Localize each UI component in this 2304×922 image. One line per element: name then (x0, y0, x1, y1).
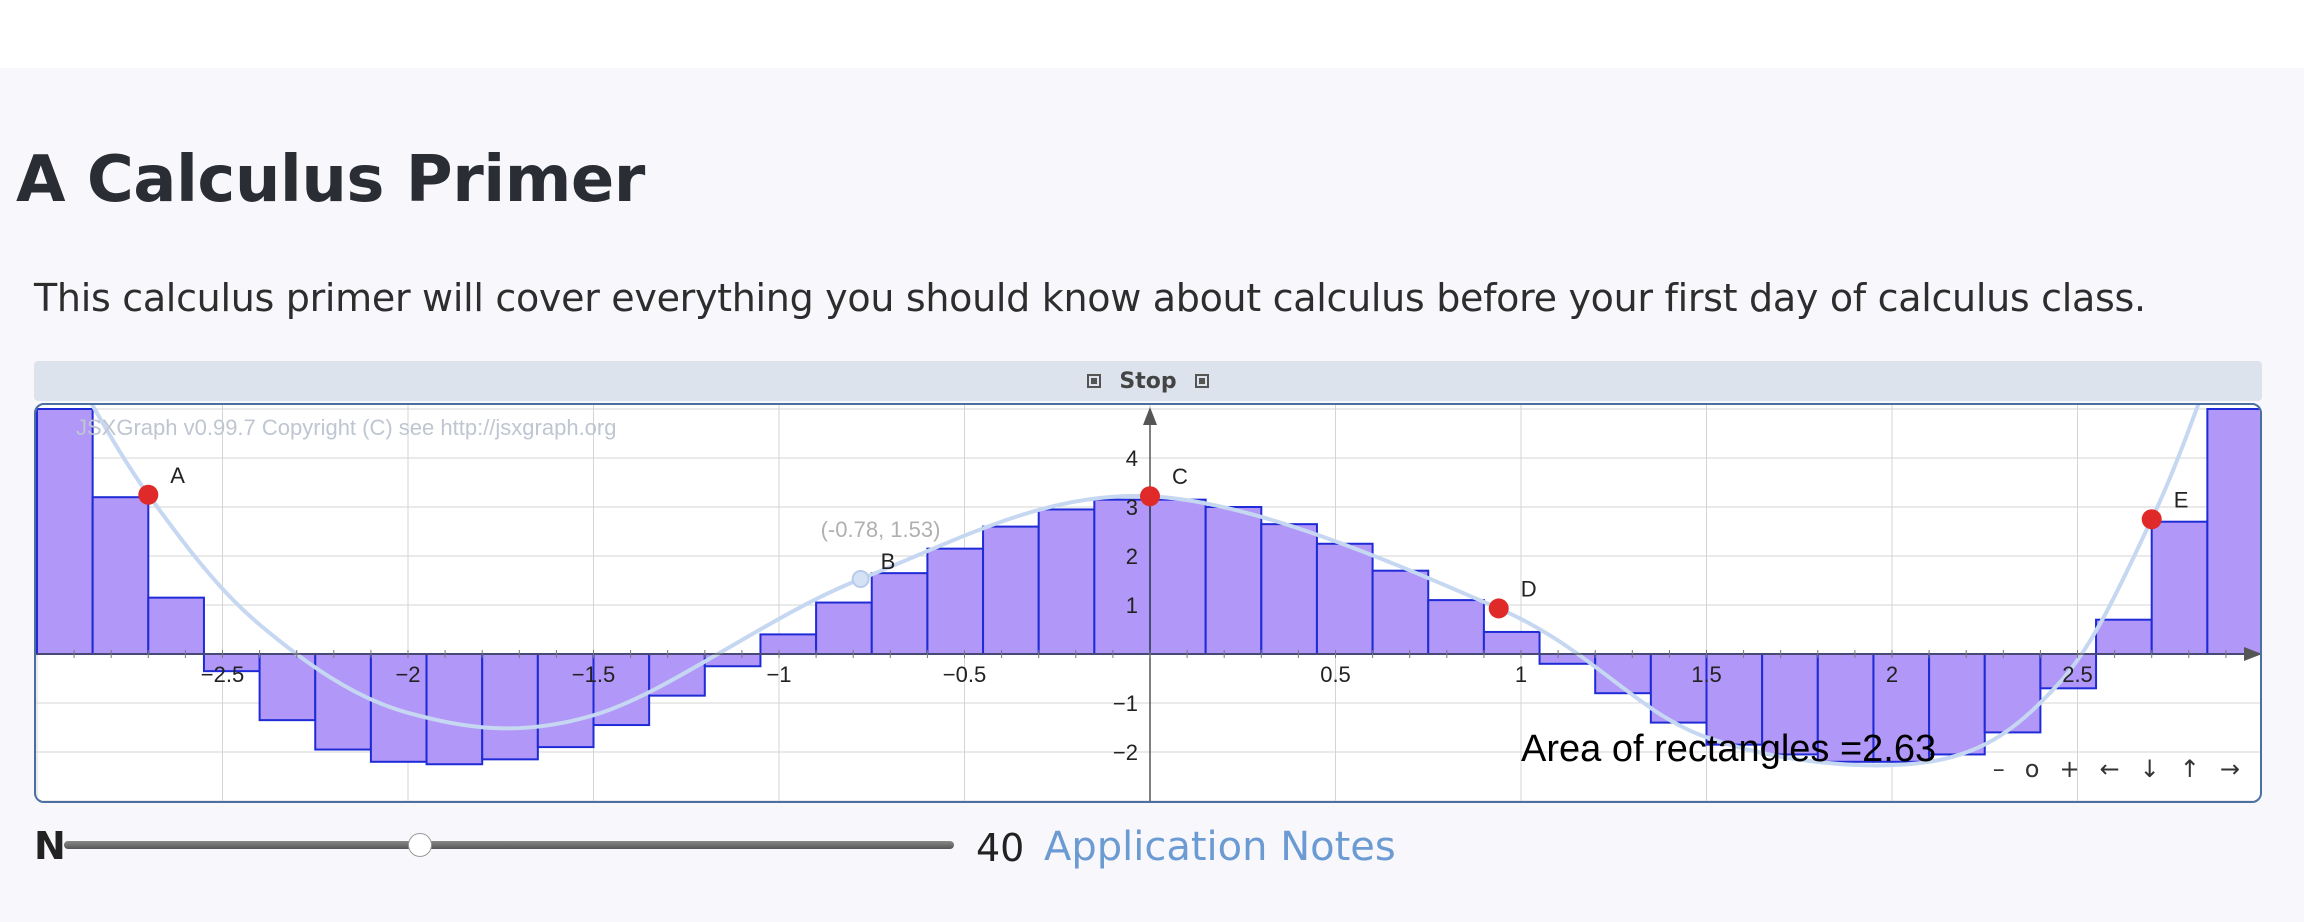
point-b-coordinates: (-0.78, 1.53) (821, 517, 941, 542)
riemann-rectangle (1315, 542, 1374, 655)
pan-right-button[interactable]: → (2219, 755, 2240, 783)
area-readout: Area of rectangles =2.63 (1521, 728, 1937, 770)
point-label-e: E (2174, 487, 2189, 512)
riemann-rectangle (1427, 599, 1485, 656)
y-tick-label: 1 (1126, 593, 1138, 618)
riemann-rectangle (870, 572, 929, 655)
riemann-rectangle (1761, 653, 1819, 756)
pan-left-button[interactable]: ← (2099, 755, 2120, 783)
x-tick-label: 1 (1515, 662, 1527, 687)
n-slider-track[interactable] (64, 833, 954, 857)
y-tick-label: 2 (1126, 544, 1138, 569)
intro-paragraph: This calculus primer will cover everythi… (34, 276, 2146, 320)
pan-up-button[interactable]: ↑ (2179, 755, 2200, 783)
riemann-rectangle (1204, 506, 1263, 655)
riemann-rectangle (481, 653, 539, 761)
riemann-rectangle (425, 653, 484, 766)
x-tick-label: 2.5 (2062, 662, 2093, 687)
n-slider-row: N 40 Application Notes (34, 820, 1634, 870)
n-slider-thumb[interactable] (408, 833, 432, 857)
riemann-rectangle (36, 408, 94, 655)
slider-label: N (34, 824, 66, 868)
copyright-text: JSXGraph v0.99.7 Copyright (C) see http:… (76, 415, 617, 440)
pan-down-button[interactable]: ↓ (2139, 755, 2160, 783)
riemann-rectangle (815, 601, 873, 656)
slider-value: 40 (976, 826, 1025, 870)
riemann-rectangle (926, 547, 985, 655)
riemann-rectangle (1037, 508, 1096, 655)
riemann-rectangle (258, 653, 317, 722)
point-d (1488, 598, 1509, 619)
animation-control-bar: Stop (34, 361, 2262, 401)
zoom-in-button[interactable]: + (2059, 755, 2080, 783)
riemann-rectangle (1928, 653, 1986, 756)
point-c (1140, 486, 1160, 507)
point-label-b: B (881, 549, 896, 574)
stop-icon-right[interactable] (1194, 374, 1209, 388)
x-tick-label: 0.5 (1320, 662, 1351, 687)
x-tick-label: −2 (395, 662, 420, 687)
y-axis-arrow (1143, 407, 1157, 425)
x-tick-label: −2.5 (201, 662, 244, 687)
point-e (2141, 509, 2162, 530)
top-bar (0, 0, 2304, 68)
riemann-rectangle (2206, 408, 2260, 655)
x-tick-label: −0.5 (943, 662, 986, 687)
riemann-rectangle (2150, 520, 2209, 655)
riemann-sum-plot[interactable]: −2.5 −2 −1.5 −1 −0.5 0.5 1 1.5 2 2.5 4 3 2 1 −1 −2 A C D E B… (36, 405, 2262, 803)
point-label-a: A (170, 463, 185, 488)
x-tick-label: 2 (1886, 662, 1898, 687)
riemann-rectangle (759, 633, 818, 655)
y-tick-label: 4 (1126, 446, 1138, 471)
riemann-rectangle (1260, 523, 1318, 656)
stop-button[interactable]: Stop (1119, 368, 1177, 394)
page-title: A Calculus Primer (16, 143, 645, 217)
riemann-rectangle (91, 496, 150, 655)
x-tick-label: −1 (766, 662, 791, 687)
x-tick-label: 1.5 (1691, 662, 1722, 687)
riemann-rectangle (1482, 630, 1541, 655)
riemann-rectangle (1649, 653, 1708, 724)
point-b-glider (851, 570, 870, 589)
board-navigation: – o + ← ↓ ↑ → (1993, 755, 2240, 783)
riemann-rectangle (1093, 498, 1151, 656)
riemann-rectangle (1149, 498, 1207, 656)
x-tick-label: −1.5 (572, 662, 615, 687)
riemann-rectangle (314, 653, 372, 751)
point-label-c: C (1172, 464, 1188, 489)
riemann-rectangle (982, 525, 1040, 655)
application-notes-link[interactable]: Application Notes (1044, 824, 1396, 870)
zoom-reset-button[interactable]: o (2024, 755, 2040, 783)
y-tick-label: −2 (1113, 740, 1138, 765)
y-tick-label: 3 (1126, 495, 1138, 520)
point-label-d: D (1521, 576, 1537, 601)
stop-icon-left[interactable] (1087, 374, 1102, 388)
riemann-rectangle (1983, 653, 2042, 734)
y-tick-label: −1 (1113, 691, 1138, 716)
zoom-out-button[interactable]: – (1992, 755, 2005, 783)
riemann-rectangle (1371, 569, 1430, 655)
riemann-rectangle (369, 653, 428, 763)
x-axis-arrow (2244, 647, 2260, 661)
jsxgraph-board[interactable]: −2.5 −2 −1.5 −1 −0.5 0.5 1 1.5 2 2.5 4 3 2 1 −1 −2 A C D E B… (34, 403, 2262, 803)
riemann-rectangle (2095, 618, 2153, 655)
riemann-rectangle (147, 596, 205, 655)
point-a (138, 484, 159, 505)
